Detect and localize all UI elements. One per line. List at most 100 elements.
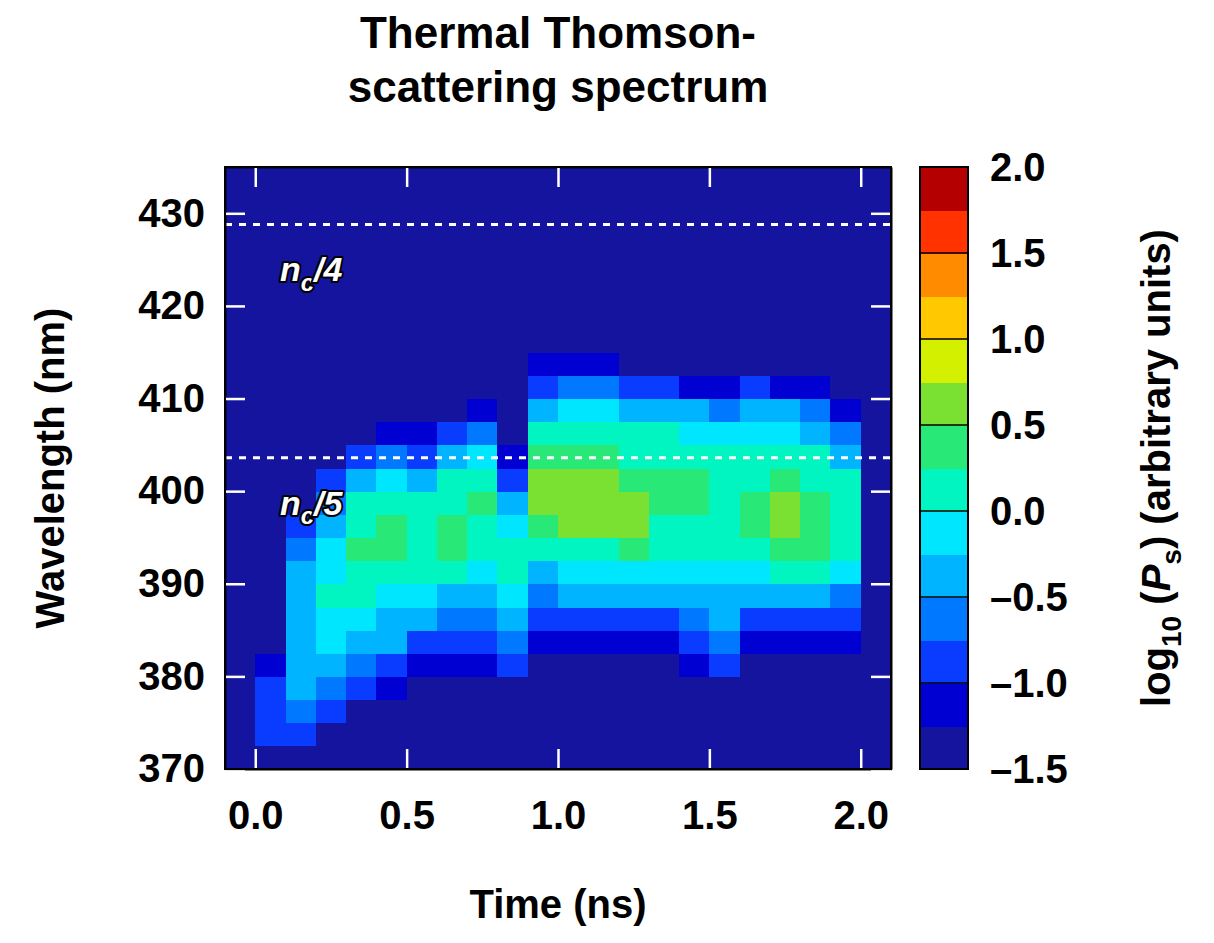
colorbar-tick-label: 1.5 [990,231,1046,275]
heatmap-cell [497,584,528,608]
heatmap-cell [588,653,619,677]
heatmap-cell [800,167,831,191]
heatmap-cell [619,260,650,284]
heatmap-cell [286,422,317,446]
heatmap-cell [588,190,619,214]
heatmap-cell [407,375,438,399]
heatmap-cell [619,468,650,492]
heatmap-cell [679,399,710,423]
title: Thermal Thomson-scattering spectrum [348,8,769,111]
y-right-axis [871,168,892,770]
heatmap-cell [225,653,256,677]
heatmap-cell [588,167,619,191]
heatmap-cell [225,306,256,330]
colorbar: –1.5–1.0–0.50.00.51.01.52.0 [920,145,1068,791]
heatmap-cell [861,283,891,307]
heatmap-cell [316,399,347,423]
chart: 0.00.51.01.52.0370380390400410420430nc/4… [0,0,1214,943]
heatmap-cell [528,630,559,654]
heatmap-cell [619,283,650,307]
heatmap-cell [286,375,317,399]
heatmap-cell [528,352,559,376]
heatmap-cell [407,514,438,538]
colorbar-tick [920,510,968,512]
heatmap-cell [346,399,377,423]
heatmap-cell [740,167,771,191]
text-part: /4 [312,250,342,288]
heatmap-cell [376,514,407,538]
heatmap-cell [497,723,528,747]
heatmap-cell [376,375,407,399]
heatmap-cell [255,375,286,399]
heatmap-cell [588,399,619,423]
heatmap-cell [679,607,710,631]
heatmap-cell [528,491,559,515]
heatmap-cell [830,676,861,700]
annotation-label: nc/4 [280,250,342,296]
heatmap-cell [497,352,528,376]
heatmap-cell [497,190,528,214]
heatmap-cell [649,514,680,538]
heatmap-cell [558,422,589,446]
heatmap-cell [830,190,861,214]
heatmap-cell [316,306,347,330]
heatmap-cell [467,561,498,585]
heatmap-cell [558,329,589,353]
heatmap-cell [528,422,559,446]
heatmap-cell [376,399,407,423]
heatmap-cell [740,283,771,307]
heatmap-cell [255,676,286,700]
heatmap-cell [467,746,498,769]
heatmap-cell [437,630,468,654]
heatmap-cell [437,723,468,747]
heatmap-cell [437,676,468,700]
heatmap-cell [830,375,861,399]
heatmap-cell [497,375,528,399]
heatmap-cell [740,700,771,724]
tick [861,167,862,187]
tick [871,213,891,214]
heatmap-cell [225,375,256,399]
heatmap-cell [619,676,650,700]
heatmap-cell [740,375,771,399]
heatmap-cell [709,167,740,191]
heatmap-cell [528,283,559,307]
tick [407,167,408,187]
colorbar-bin [920,554,968,598]
heatmap-cell [649,700,680,724]
heatmap-cell [376,306,407,330]
heatmap-cell [407,676,438,700]
tick-mark [871,676,891,679]
heatmap-cell [528,167,559,191]
tick: 0.0 [228,749,284,837]
tick-label: 370 [138,746,205,790]
cells [225,167,891,769]
heatmap-cell [800,306,831,330]
heatmap-cell [830,746,861,769]
heatmap-cell [770,260,801,284]
heatmap-cell [225,491,256,515]
heatmap-cell [770,537,801,561]
heatmap-cell [316,723,347,747]
text-part: ) (arbitrary units) [1134,229,1178,549]
tick-label: 430 [138,191,205,235]
heatmap-cell [497,329,528,353]
tick-mark [860,167,863,187]
x-top-axis [226,167,892,187]
heatmap-cell [619,375,650,399]
heatmap-cell [467,584,498,608]
heatmap-cell [497,283,528,307]
heatmap-cell [861,723,891,747]
heatmap-cell [800,375,831,399]
heatmap-cell [770,700,801,724]
heatmap-cell [649,653,680,677]
tick [871,399,891,400]
heatmap-cell [316,329,347,353]
heatmap-cell [649,352,680,376]
heatmap-cell [286,306,317,330]
heatmap-cell [649,537,680,561]
heatmap-cell [770,422,801,446]
heatmap-cell [407,399,438,423]
heatmap-cell [558,190,589,214]
heatmap-cell [709,561,740,585]
